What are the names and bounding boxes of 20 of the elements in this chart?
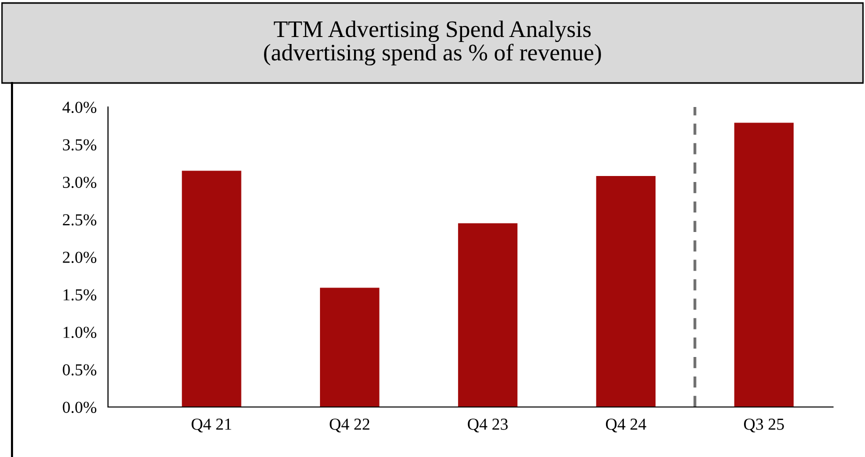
bar <box>182 170 242 407</box>
bar <box>596 176 656 407</box>
x-tick-label: Q4 24 <box>606 418 646 432</box>
y-tick-label: 2.0% <box>62 252 96 264</box>
y-tick-label: 0.5% <box>62 364 96 376</box>
y-tick-label: 0.0% <box>62 402 96 414</box>
y-tick-label: 1.5% <box>64 289 96 301</box>
x-tick-label: Q3 25 <box>744 418 784 432</box>
y-tick-label: 1.0% <box>64 326 96 338</box>
y-tick-label: 3.0% <box>62 176 96 188</box>
y-tick-label: 2.5% <box>62 214 96 226</box>
y-tick-label: 4.0% <box>62 102 96 114</box>
bar <box>320 288 380 407</box>
x-tick-label: Q4 22 <box>330 418 370 432</box>
chart-title: TTM Advertising Spend Analysis (advertising spend as % of revenue) <box>264 20 601 66</box>
bar <box>458 223 518 407</box>
x-tick-label: Q4 21 <box>192 418 232 432</box>
x-tick-label: Q4 23 <box>468 418 508 432</box>
bar <box>734 122 794 407</box>
y-tick-label: 3.5% <box>62 139 96 151</box>
